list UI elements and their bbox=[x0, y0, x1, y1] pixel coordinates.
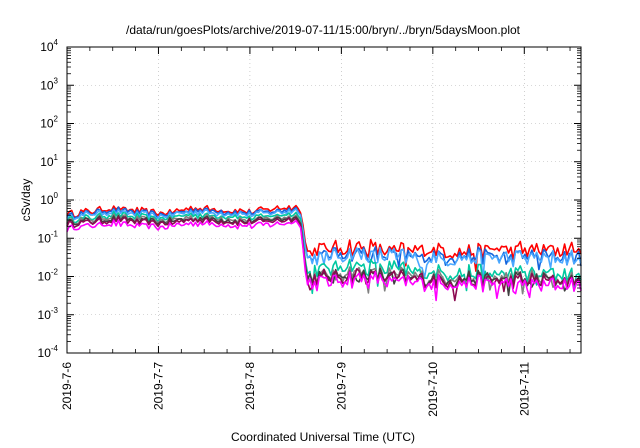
y-tick-label: 104 bbox=[40, 38, 58, 54]
y-tick-label: 10-4 bbox=[38, 344, 59, 360]
series-line bbox=[66, 214, 582, 297]
grid bbox=[66, 47, 581, 353]
series-line bbox=[66, 219, 582, 302]
x-tick-labels: 2019-7-6 2019-7-7 2019-7-8 2019-7-9 2019-7-1… bbox=[60, 362, 531, 417]
x-axis-label: Coordinated Universal Time (UTC) bbox=[231, 430, 415, 444]
x-tick-label: 2019-7-9 bbox=[334, 362, 348, 410]
x-tick-label: 2019-7-11 bbox=[517, 362, 531, 416]
y-tick-label: 10-3 bbox=[38, 306, 59, 322]
series-line bbox=[66, 216, 582, 302]
chart-title: /data/run/goesPlots/archive/2019-07-11/1… bbox=[126, 23, 521, 37]
y-tick-labels: 10-4 10-3 10-2 10-1 100 101 102 103 104 bbox=[38, 38, 59, 360]
x-tick-label: 2019-7-10 bbox=[426, 362, 440, 417]
y-tick-label: 102 bbox=[40, 115, 58, 131]
y-axis-label: cSv/day bbox=[19, 179, 33, 222]
x-tick-label: 2019-7-7 bbox=[151, 362, 165, 410]
series-layer bbox=[66, 204, 582, 302]
series-line bbox=[66, 210, 582, 295]
tick-marks bbox=[66, 46, 581, 354]
x-tick-label: 2019-7-8 bbox=[243, 362, 257, 410]
y-tick-label: 10-2 bbox=[38, 268, 59, 284]
y-tick-label: 100 bbox=[40, 191, 58, 207]
x-tick-label: 2019-7-6 bbox=[60, 362, 74, 410]
y-tick-label: 103 bbox=[40, 76, 58, 92]
series-line bbox=[66, 204, 582, 273]
y-tick-label: 101 bbox=[40, 153, 58, 169]
y-tick-label: 10-1 bbox=[38, 229, 59, 245]
